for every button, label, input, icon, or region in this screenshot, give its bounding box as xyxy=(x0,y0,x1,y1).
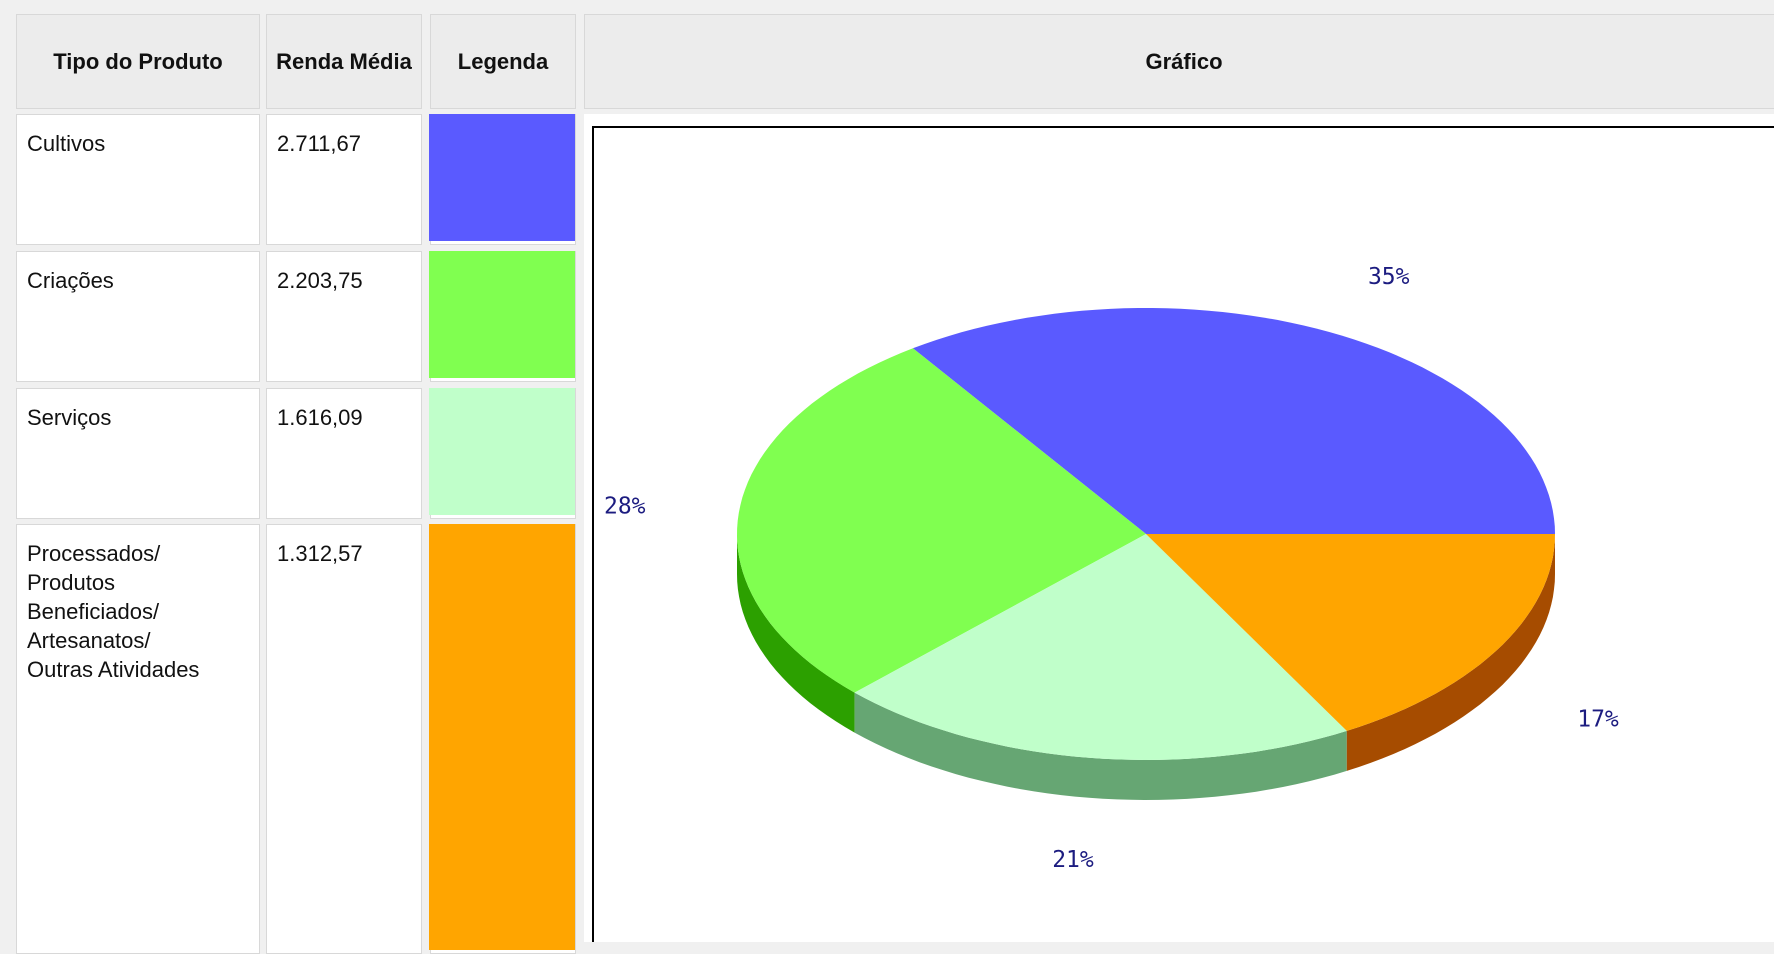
data-label: 17% xyxy=(1577,706,1619,732)
renda-cell: 1.312,57 xyxy=(266,524,422,954)
data-label: 28% xyxy=(604,494,646,520)
header-cell: Tipo do Produto xyxy=(16,14,260,109)
pie-side xyxy=(1346,534,1555,771)
pie-slice xyxy=(737,348,1146,693)
pie-side xyxy=(737,534,855,733)
header-cell: Legenda xyxy=(430,14,576,109)
product-cell: Serviços xyxy=(16,388,260,519)
data-label: 35% xyxy=(1368,264,1410,290)
legend-swatch xyxy=(429,251,575,378)
renda-cell: 1.616,09 xyxy=(266,388,422,519)
product-cell: Processados/ Produtos Beneficiados/ Arte… xyxy=(16,524,260,954)
pie-side xyxy=(854,692,1347,800)
header-cell: Gráfico xyxy=(584,14,1774,109)
legend-swatch xyxy=(429,524,575,950)
pie-slice xyxy=(1146,534,1555,731)
renda-cell: 2.711,67 xyxy=(266,114,422,245)
legend-swatch xyxy=(429,114,575,241)
pie-slice xyxy=(854,534,1347,760)
legend-swatch xyxy=(429,388,575,515)
product-cell: Criações xyxy=(16,251,260,382)
header-cell: Renda Média xyxy=(266,14,422,109)
data-label: 21% xyxy=(1052,847,1094,873)
renda-cell: 2.203,75 xyxy=(266,251,422,382)
chart: 35% 28% 21% 17% xyxy=(584,114,1774,942)
pie-slice xyxy=(912,308,1555,534)
product-cell: Cultivos xyxy=(16,114,260,245)
